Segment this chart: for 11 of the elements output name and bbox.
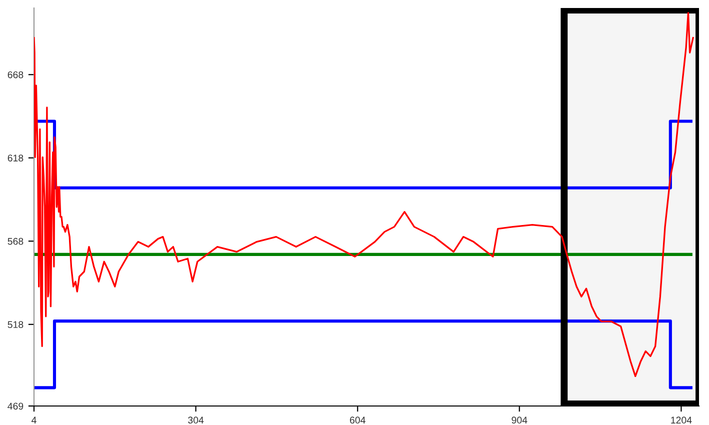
y-tick-label: 618 xyxy=(8,154,24,162)
y-tick-label: 568 xyxy=(8,238,24,245)
x-tick-label: 604 xyxy=(350,416,366,424)
y-tick-label: 518 xyxy=(8,321,24,328)
x-tick-label: 4 xyxy=(32,416,36,424)
y-tick-label: 668 xyxy=(8,71,24,78)
x-tick-label: 304 xyxy=(188,416,204,424)
x-tick-label: 904 xyxy=(512,416,528,424)
line-series xyxy=(34,12,694,378)
x-tick-label: 1204 xyxy=(671,416,692,424)
y-tick-label: 469 xyxy=(8,402,24,410)
